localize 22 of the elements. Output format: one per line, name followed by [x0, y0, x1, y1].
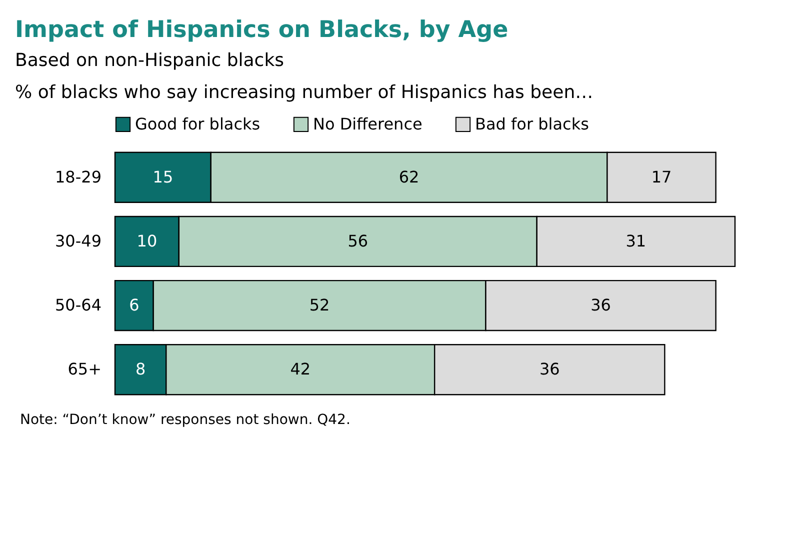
text: Note: “Don’t know” responses not shown. Q42.: [20, 412, 352, 428]
legend-label: No Difference: [313, 114, 422, 134]
y-tick-label: 30-49: [55, 231, 102, 250]
data-label: 6: [129, 296, 140, 315]
data-label: 42: [290, 360, 311, 379]
data-label: 52: [309, 296, 330, 315]
legend-label: Good for blacks: [135, 114, 260, 134]
data-label: 36: [539, 360, 560, 379]
data-label: 8: [135, 360, 146, 379]
data-label: 31: [626, 231, 646, 250]
data-label: 56: [348, 231, 368, 250]
data-label: 10: [136, 231, 158, 250]
data-label: 36: [590, 296, 611, 315]
data-label: 62: [398, 167, 420, 186]
data-label: 17: [651, 167, 672, 186]
y-tick-label: 50-64: [55, 296, 102, 315]
data-label: 15: [152, 167, 174, 186]
chart-title: Impact of Hispanics on Blacks, by Age: [15, 17, 508, 43]
legend-label: Bad for blacks: [475, 114, 589, 134]
chart-subtitle: Based on non-Hispanic blacks % of blacks who say increasing number of Hispanics has been…: [15, 50, 594, 103]
y-tick-label: 65+: [68, 360, 102, 379]
y-tick-label: 18-29: [55, 167, 102, 186]
